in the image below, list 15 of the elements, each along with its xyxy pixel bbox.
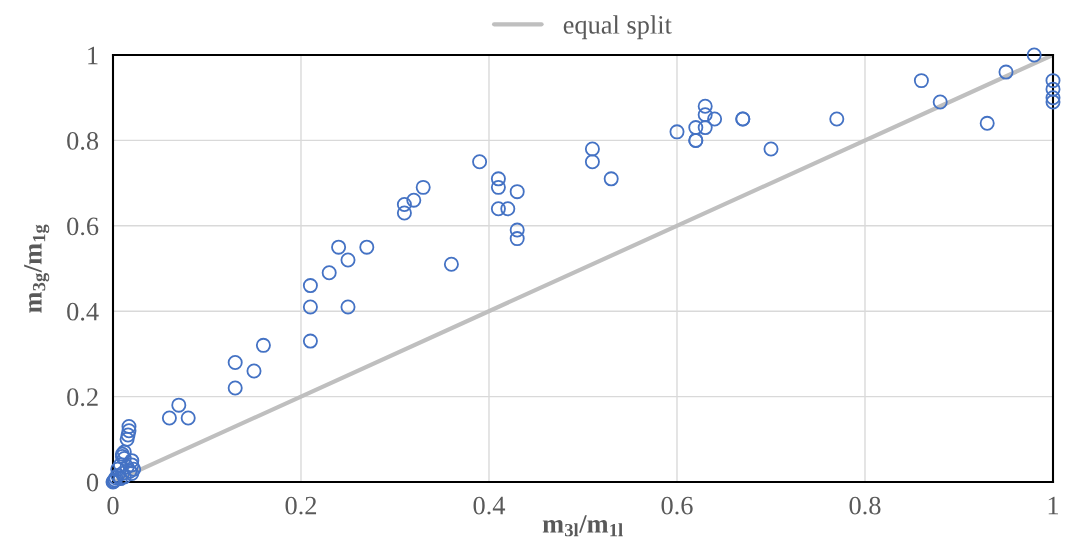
y-axis-title: m$_{3g}$/m$_{1g}$ — [24, 224, 50, 313]
x-tick-label: 0.8 — [849, 496, 881, 515]
x-tick-label: 0.4 — [473, 496, 506, 515]
y-tick-label: 0.8 — [67, 132, 99, 150]
y-tick-label: 0.4 — [67, 302, 99, 321]
y-tick-label: 0 — [86, 473, 99, 492]
x-tick-label: 0.6 — [661, 496, 693, 515]
x-axis-title: m$_{3l}$/m$_{1l}$ — [542, 515, 623, 537]
x-tick-label: 1 — [1048, 496, 1059, 515]
y-tick-label: 0.6 — [67, 217, 99, 236]
x-tick-label: 0.2 — [285, 496, 317, 515]
y-tick-label: 0.2 — [67, 388, 98, 407]
y-tick-label: 1 — [88, 46, 98, 65]
legend-label: equal split — [563, 15, 672, 40]
x-tick-label: 0 — [107, 496, 119, 515]
